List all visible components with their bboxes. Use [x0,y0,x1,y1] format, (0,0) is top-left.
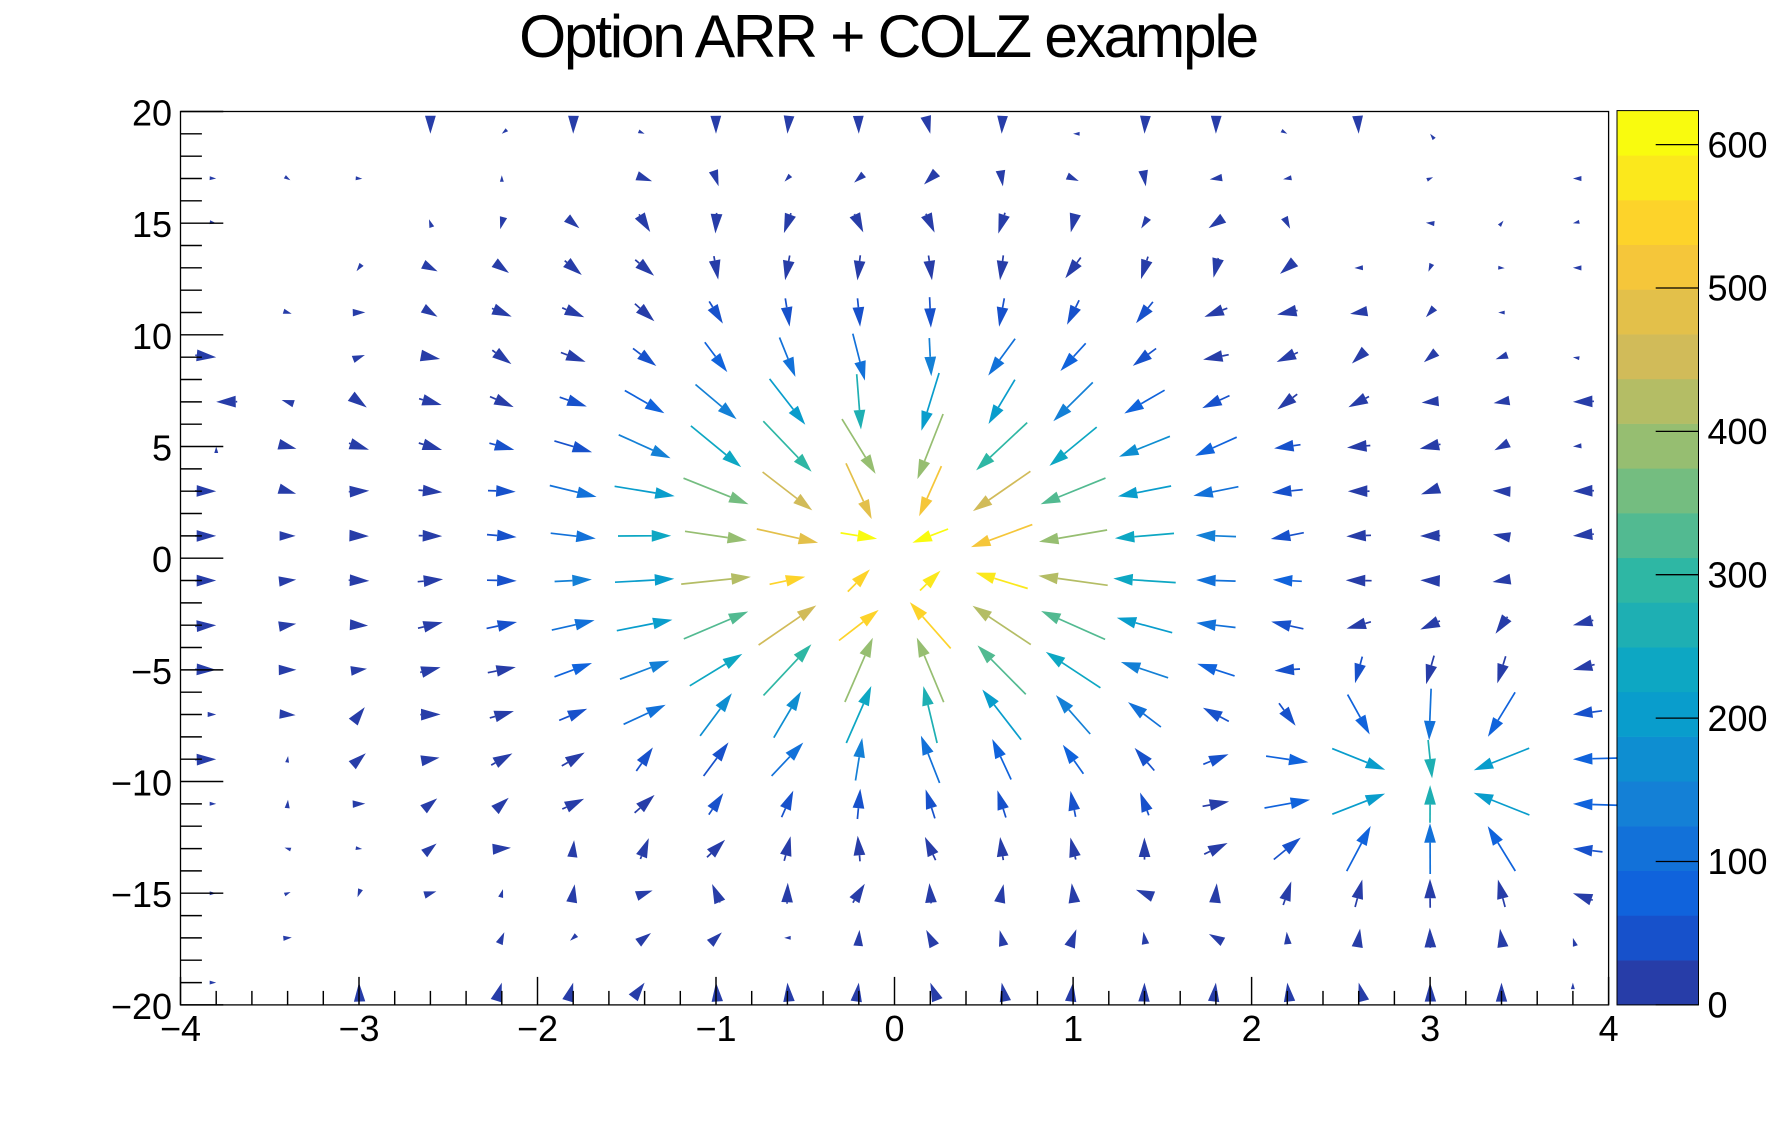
svg-text:4: 4 [1599,1008,1619,1049]
svg-text:−2: −2 [517,1008,558,1049]
svg-text:300: 300 [1708,554,1768,595]
svg-text:−1: −1 [695,1008,736,1049]
svg-text:200: 200 [1708,698,1768,739]
svg-text:500: 500 [1708,268,1768,309]
svg-text:600: 600 [1708,124,1768,165]
svg-text:5: 5 [152,428,172,469]
svg-text:0: 0 [884,1008,904,1049]
svg-text:10: 10 [132,316,172,357]
svg-text:−5: −5 [131,651,172,692]
svg-text:15: 15 [132,204,172,245]
svg-text:−3: −3 [338,1008,379,1049]
svg-text:0: 0 [1708,985,1728,1026]
svg-text:100: 100 [1708,841,1768,882]
svg-text:2: 2 [1242,1008,1262,1049]
svg-text:−15: −15 [111,874,172,915]
svg-text:1: 1 [1063,1008,1083,1049]
svg-text:−20: −20 [111,986,172,1027]
svg-text:3: 3 [1420,1008,1440,1049]
svg-text:−10: −10 [111,763,172,804]
svg-text:400: 400 [1708,411,1768,452]
svg-text:0: 0 [152,539,172,580]
svg-text:20: 20 [132,93,172,134]
svg-text:Option ARR + COLZ example: Option ARR + COLZ example [519,2,1257,70]
